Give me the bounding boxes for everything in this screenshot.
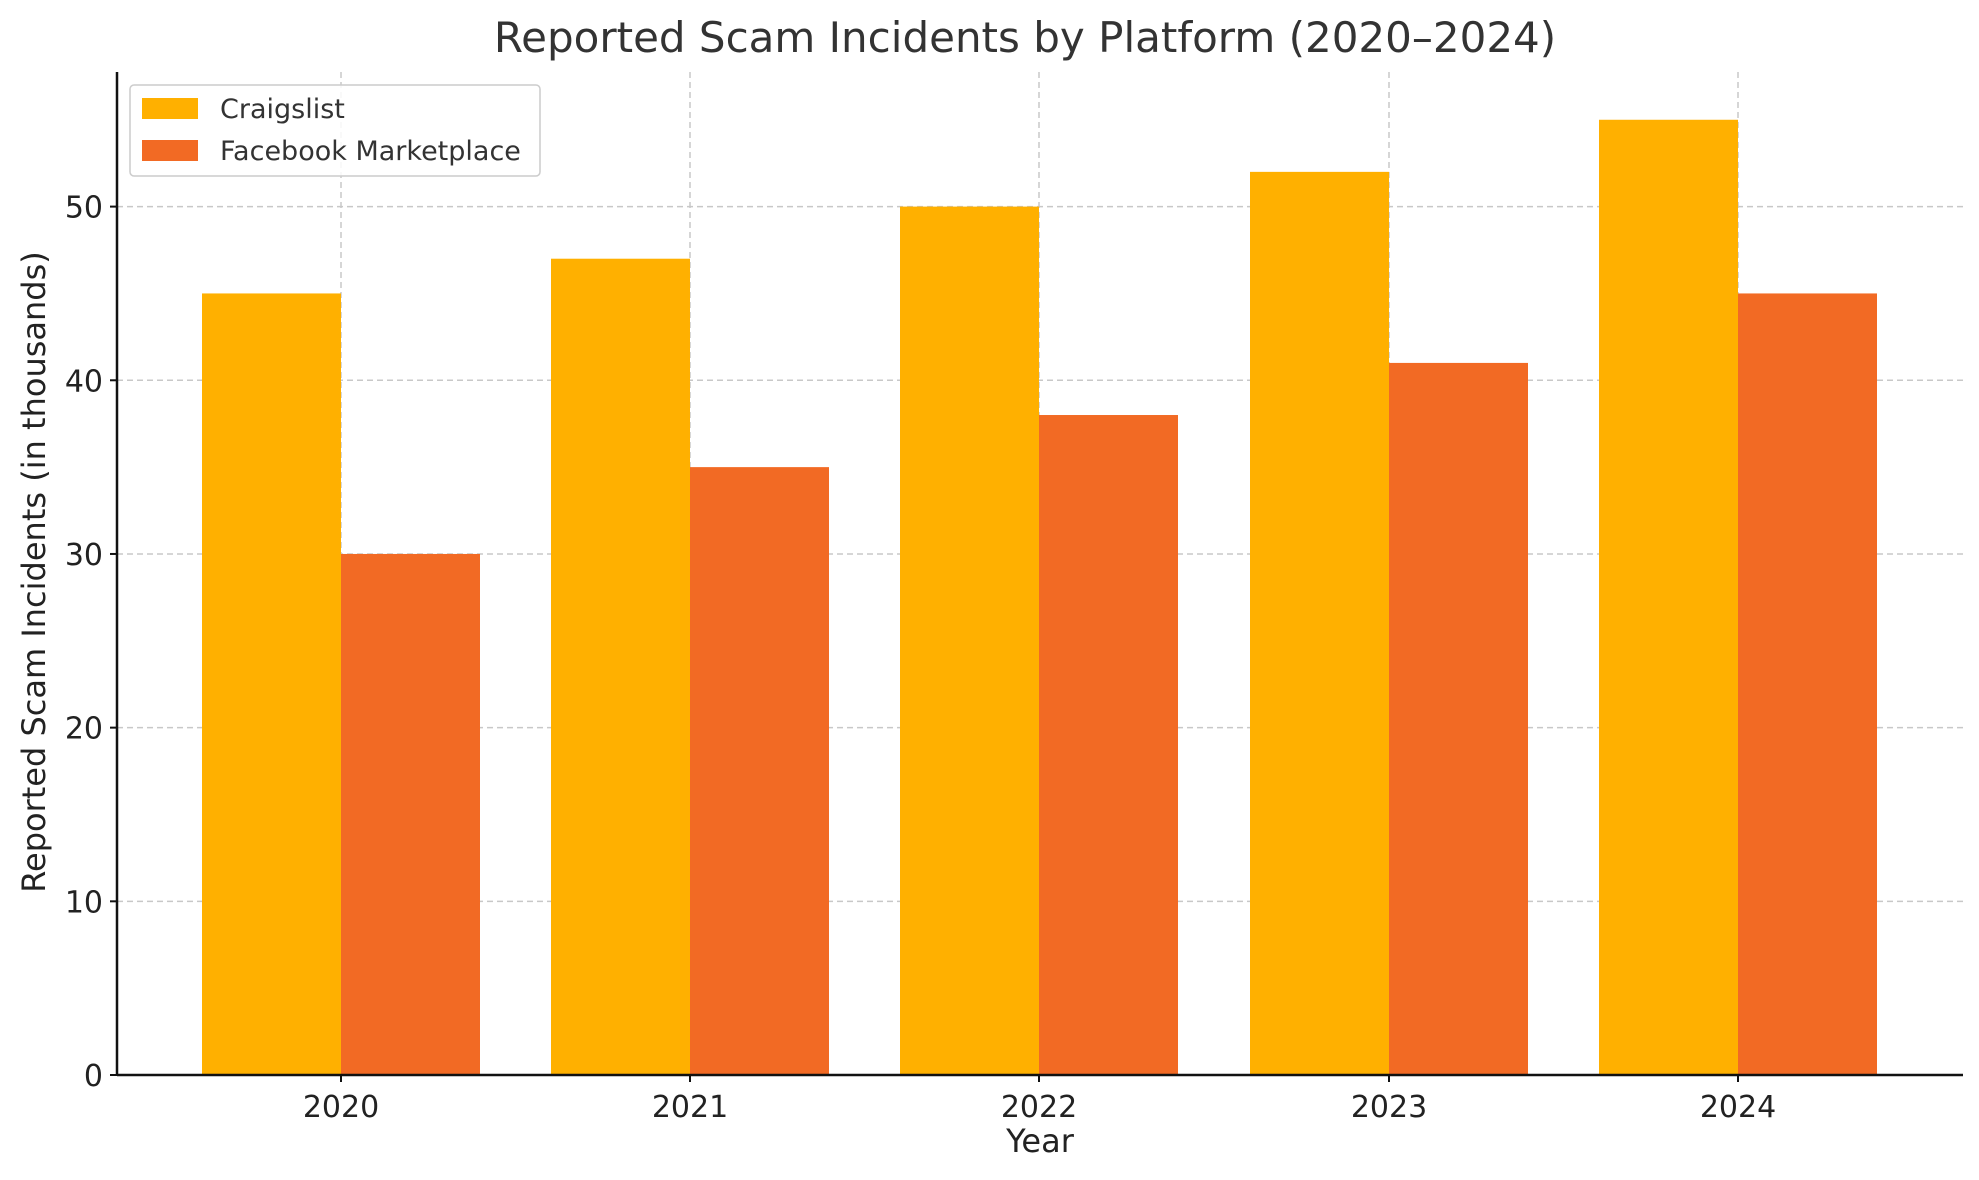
legend-swatch-facebook-marketplace xyxy=(142,140,198,161)
x-tick-label-2023: 2023 xyxy=(1351,1090,1427,1125)
bar-facebook-marketplace-2020 xyxy=(341,553,480,1075)
bar-facebook-marketplace-2024 xyxy=(1738,293,1877,1076)
x-tick-label-2024: 2024 xyxy=(1700,1090,1776,1125)
x-axis-label: Year xyxy=(1005,1122,1075,1160)
bar-facebook-marketplace-2022 xyxy=(1039,415,1178,1075)
bar-craigslist-2024 xyxy=(1599,119,1738,1075)
bar-craigslist-2021 xyxy=(551,258,690,1075)
legend-swatch-craigslist xyxy=(142,98,198,119)
bar-craigslist-2023 xyxy=(1250,171,1389,1076)
chart-title: Reported Scam Incidents by Platform (202… xyxy=(494,13,1556,62)
y-tick-label-20: 20 xyxy=(65,712,103,747)
legend-frame xyxy=(129,84,541,177)
y-tick-label-40: 40 xyxy=(65,364,103,399)
x-tick-label-2020: 2020 xyxy=(303,1090,379,1125)
y-tick-label-10: 10 xyxy=(65,885,103,920)
bar-craigslist-2022 xyxy=(900,206,1039,1075)
bars-layer xyxy=(202,119,1877,1076)
bar-craigslist-2020 xyxy=(202,293,341,1076)
x-tick-label-2021: 2021 xyxy=(652,1090,728,1125)
ticks-layer: 0 10 20 30 40 50 2020 2021 2022 2023 2024 xyxy=(65,191,1776,1125)
y-axis-label: Reported Scam Incidents (in thousands) xyxy=(15,251,53,893)
y-tick-label-50: 50 xyxy=(65,191,103,226)
legend-label-facebook-marketplace: Facebook Marketplace xyxy=(220,136,521,167)
legend-label-craigslist: Craigslist xyxy=(220,94,345,125)
x-tick-label-2022: 2022 xyxy=(1001,1090,1077,1125)
y-tick-label-30: 30 xyxy=(65,538,103,573)
bar-facebook-marketplace-2023 xyxy=(1389,362,1528,1075)
y-tick-label-0: 0 xyxy=(84,1059,103,1094)
legend: Craigslist Facebook Marketplace xyxy=(129,84,541,177)
bar-facebook-marketplace-2021 xyxy=(690,467,829,1075)
